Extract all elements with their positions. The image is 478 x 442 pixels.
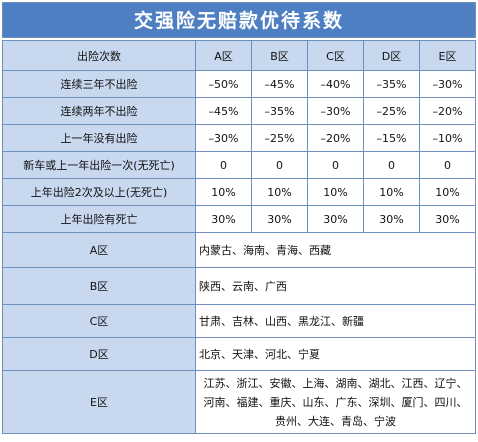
region-name: B区: [2, 267, 196, 305]
region-name: A区: [2, 232, 196, 268]
header-cell: A区: [195, 40, 252, 71]
value-cell: 0: [307, 151, 364, 179]
value-cell: –15%: [363, 124, 420, 152]
region-provinces: 江苏、浙江、安徽、上海、湖南、湖北、江西、辽宁、河南、福建、重庆、山东、广东、深…: [195, 370, 476, 434]
title: 交强险无赔款优待系数: [2, 2, 476, 38]
header-cell: E区: [419, 40, 476, 71]
region-provinces: 陕西、云南、广西: [195, 267, 476, 305]
value-cell: 0: [419, 151, 476, 179]
header-cell: B区: [251, 40, 308, 71]
value-cell: 30%: [195, 205, 252, 233]
region-row: D区 北京、天津、河北、宁夏: [2, 337, 476, 371]
region-row: E区 江苏、浙江、安徽、上海、湖南、湖北、江西、辽宁、河南、福建、重庆、山东、广东…: [2, 370, 476, 434]
value-cell: –35%: [251, 97, 308, 125]
value-cell: 0: [195, 151, 252, 179]
value-cell: –40%: [307, 70, 364, 98]
value-cell: –30%: [307, 97, 364, 125]
value-cell: –45%: [251, 70, 308, 98]
value-cell: –25%: [251, 124, 308, 152]
region-provinces: 内蒙古、海南、青海、西藏: [195, 232, 476, 268]
page: 交强险无赔款优待系数 出险次数 A区 B区 C区 D区 E区 连续三年不出险 –50% –45%…: [2, 2, 476, 434]
value-cell: –35%: [363, 70, 420, 98]
value-cell: –20%: [419, 97, 476, 125]
region-row: C区 甘肃、吉林、山西、黑龙江、新疆: [2, 304, 476, 338]
header-cell: C区: [307, 40, 364, 71]
row-label: 上年出险2次及以上(无死亡): [2, 178, 196, 206]
value-cell: –50%: [195, 70, 252, 98]
row-label: 上一年没有出险: [2, 124, 196, 152]
value-cell: 0: [251, 151, 308, 179]
value-cell: 0: [363, 151, 420, 179]
header-row: 出险次数 A区 B区 C区 D区 E区: [2, 40, 476, 71]
region-provinces: 甘肃、吉林、山西、黑龙江、新疆: [195, 304, 476, 338]
region-row: B区 陕西、云南、广西: [2, 267, 476, 305]
region-name: D区: [2, 337, 196, 371]
value-cell: 30%: [419, 205, 476, 233]
value-cell: –10%: [419, 124, 476, 152]
value-cell: –30%: [195, 124, 252, 152]
region-name: C区: [2, 304, 196, 338]
value-cell: –45%: [195, 97, 252, 125]
value-cell: –20%: [307, 124, 364, 152]
data-row: 连续三年不出险 –50% –45% –40% –35% –30%: [2, 70, 476, 98]
region-row: A区 内蒙古、海南、青海、西藏: [2, 232, 476, 268]
value-cell: 10%: [251, 178, 308, 206]
value-cell: 10%: [195, 178, 252, 206]
row-label: 上年出险有死亡: [2, 205, 196, 233]
region-provinces: 北京、天津、河北、宁夏: [195, 337, 476, 371]
data-row: 新车或上一年出险一次(无死亡) 0 0 0 0 0: [2, 151, 476, 179]
value-cell: 10%: [307, 178, 364, 206]
row-label: 连续两年不出险: [2, 97, 196, 125]
value-cell: –25%: [363, 97, 420, 125]
data-row: 上年出险有死亡 30% 30% 30% 30% 30%: [2, 205, 476, 233]
value-cell: 30%: [251, 205, 308, 233]
data-row: 连续两年不出险 –45% –35% –30% –25% –20%: [2, 97, 476, 125]
value-cell: 30%: [307, 205, 364, 233]
row-label: 新车或上一年出险一次(无死亡): [2, 151, 196, 179]
value-cell: –30%: [419, 70, 476, 98]
value-cell: 10%: [419, 178, 476, 206]
header-cell: 出险次数: [2, 40, 196, 71]
row-label: 连续三年不出险: [2, 70, 196, 98]
region-name: E区: [2, 370, 196, 434]
value-cell: 30%: [363, 205, 420, 233]
table: 出险次数 A区 B区 C区 D区 E区 连续三年不出险 –50% –45% –40% –35% –30…: [2, 40, 476, 434]
data-row: 上一年没有出险 –30% –25% –20% –15% –10%: [2, 124, 476, 152]
data-row: 上年出险2次及以上(无死亡) 10% 10% 10% 10% 10%: [2, 178, 476, 206]
header-cell: D区: [363, 40, 420, 71]
value-cell: 10%: [363, 178, 420, 206]
